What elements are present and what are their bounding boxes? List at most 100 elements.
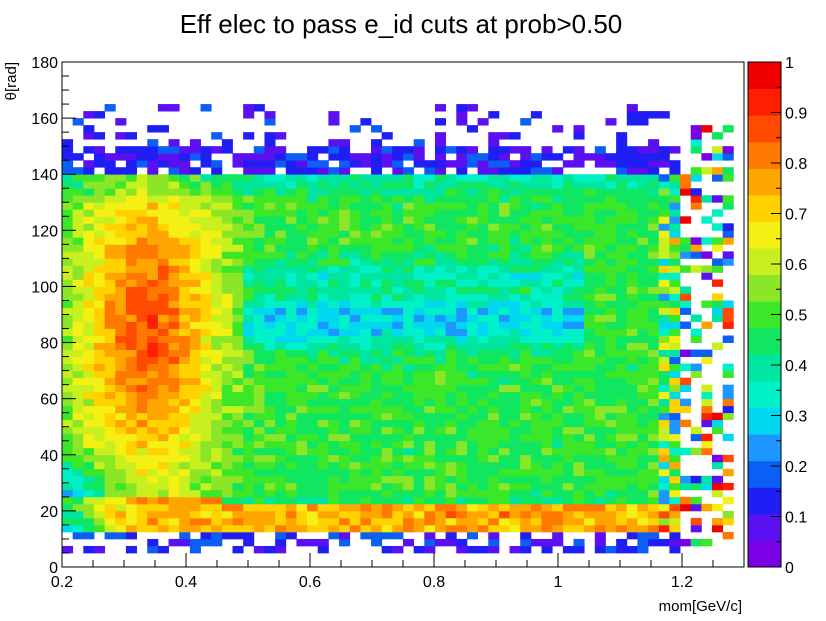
heatmap-cell bbox=[658, 461, 670, 470]
heatmap-cell bbox=[648, 293, 660, 301]
heatmap-cell bbox=[83, 237, 95, 245]
heatmap-cell bbox=[616, 440, 628, 449]
heatmap-cell bbox=[93, 475, 106, 484]
heatmap-cell bbox=[339, 223, 351, 231]
heatmap-cell bbox=[669, 363, 681, 372]
heatmap-cell bbox=[328, 146, 340, 154]
heatmap-cell bbox=[530, 286, 542, 294]
heatmap-cell bbox=[424, 237, 436, 245]
heatmap-cell bbox=[477, 181, 489, 189]
heatmap-cell bbox=[221, 461, 233, 470]
heatmap-cell bbox=[147, 286, 159, 294]
heatmap-cell bbox=[264, 349, 276, 357]
heatmap-cell bbox=[189, 524, 201, 533]
heatmap-cell bbox=[701, 216, 713, 224]
heatmap-cell bbox=[125, 489, 137, 498]
heatmap-cell bbox=[712, 517, 724, 526]
heatmap-cell bbox=[466, 307, 478, 315]
heatmap-cell bbox=[712, 293, 724, 301]
heatmap-cell bbox=[83, 279, 95, 287]
heatmap-cell bbox=[72, 244, 84, 252]
heatmap-cell bbox=[285, 265, 297, 273]
heatmap-cell bbox=[541, 237, 553, 245]
heatmap-cell bbox=[701, 272, 713, 280]
heatmap-cell bbox=[168, 195, 180, 203]
heatmap-cell bbox=[605, 461, 617, 470]
heatmap-cell bbox=[72, 517, 84, 526]
heatmap-cell bbox=[211, 146, 223, 154]
color-scale-swatch bbox=[748, 407, 781, 435]
heatmap-cell bbox=[701, 125, 713, 133]
heatmap-cell bbox=[275, 419, 287, 428]
heatmap-cell bbox=[445, 244, 457, 252]
heatmap-cell bbox=[157, 307, 169, 315]
heatmap-cell bbox=[360, 447, 372, 456]
heatmap-cell bbox=[349, 258, 361, 266]
heatmap-cell bbox=[584, 279, 596, 287]
heatmap-cell bbox=[616, 524, 628, 533]
heatmap-cell bbox=[232, 307, 244, 315]
heatmap-cell bbox=[115, 118, 127, 126]
heatmap-cell bbox=[285, 216, 297, 224]
heatmap-cell bbox=[530, 356, 542, 364]
heatmap-cell bbox=[243, 391, 255, 400]
heatmap-cell bbox=[136, 440, 148, 449]
heatmap-cell bbox=[232, 293, 244, 301]
heatmap-cell bbox=[658, 160, 670, 168]
heatmap-cell bbox=[498, 517, 510, 526]
heatmap-cell bbox=[594, 447, 606, 456]
heatmap-cell bbox=[136, 370, 148, 379]
heatmap-cell bbox=[136, 258, 148, 266]
heatmap-cell bbox=[136, 181, 148, 189]
heatmap-cell bbox=[62, 321, 74, 329]
heatmap-cell bbox=[83, 195, 95, 203]
heatmap-cell bbox=[381, 468, 393, 477]
heatmap-cell bbox=[328, 237, 340, 245]
heatmap-cell bbox=[701, 433, 713, 442]
heatmap-cell bbox=[136, 496, 148, 505]
heatmap-cell bbox=[520, 272, 532, 280]
heatmap-cell bbox=[413, 293, 425, 301]
heatmap-cell bbox=[626, 356, 638, 364]
heatmap-cell bbox=[136, 433, 148, 442]
heatmap-cell bbox=[243, 314, 255, 322]
heatmap-cell bbox=[626, 237, 638, 245]
heatmap-cell bbox=[562, 216, 574, 224]
heatmap-cell bbox=[530, 293, 542, 301]
heatmap-cell bbox=[157, 104, 169, 112]
heatmap-cell bbox=[605, 328, 617, 336]
heatmap-cell bbox=[626, 286, 638, 294]
heatmap-cell bbox=[722, 321, 734, 329]
heatmap-cell bbox=[573, 412, 585, 421]
heatmap-cell bbox=[200, 426, 212, 435]
heatmap-cell bbox=[62, 244, 74, 252]
heatmap-cell bbox=[317, 447, 329, 456]
heatmap-cell bbox=[179, 328, 191, 336]
heatmap-cell bbox=[93, 433, 106, 442]
heatmap-cell bbox=[93, 293, 106, 301]
heatmap-cell bbox=[392, 321, 404, 329]
heatmap-cell bbox=[637, 440, 649, 449]
heatmap-cell bbox=[179, 209, 191, 217]
heatmap-cell bbox=[253, 349, 265, 357]
heatmap-cell bbox=[701, 237, 713, 245]
heatmap-cell bbox=[520, 496, 532, 505]
heatmap-cell bbox=[285, 398, 297, 407]
heatmap-cell bbox=[552, 398, 564, 407]
heatmap-cell bbox=[648, 300, 660, 308]
heatmap-cell bbox=[296, 370, 308, 379]
heatmap-cell bbox=[83, 475, 95, 484]
heatmap-cell bbox=[285, 440, 297, 449]
heatmap-cell bbox=[179, 524, 191, 533]
heatmap-cell bbox=[125, 153, 137, 161]
heatmap-cell bbox=[211, 440, 223, 449]
heatmap-cell bbox=[701, 398, 713, 407]
heatmap-cell bbox=[424, 475, 436, 484]
heatmap-cell bbox=[680, 237, 692, 245]
heatmap-cell bbox=[307, 286, 319, 294]
heatmap-cell bbox=[584, 223, 596, 231]
heatmap-cell bbox=[317, 321, 329, 329]
heatmap-cell bbox=[339, 167, 351, 175]
heatmap-cell bbox=[253, 475, 265, 484]
heatmap-cell bbox=[690, 146, 702, 154]
